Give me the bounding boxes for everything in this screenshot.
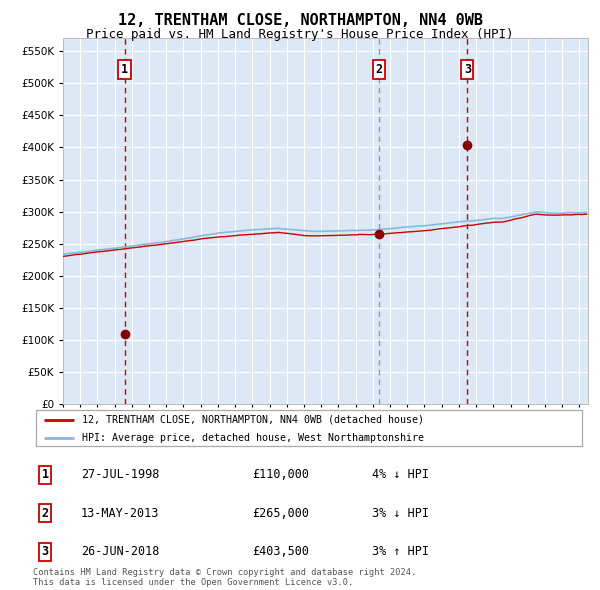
Text: 12, TRENTHAM CLOSE, NORTHAMPTON, NN4 0WB (detached house): 12, TRENTHAM CLOSE, NORTHAMPTON, NN4 0WB… (82, 415, 424, 425)
FancyBboxPatch shape (36, 410, 582, 447)
Text: HPI: Average price, detached house, West Northamptonshire: HPI: Average price, detached house, West… (82, 433, 424, 443)
Text: 1: 1 (41, 468, 49, 481)
Text: 27-JUL-1998: 27-JUL-1998 (81, 468, 160, 481)
Text: 3: 3 (41, 545, 49, 558)
Text: 13-MAY-2013: 13-MAY-2013 (81, 507, 160, 520)
Text: £265,000: £265,000 (252, 507, 309, 520)
Text: 2: 2 (41, 507, 49, 520)
Text: £110,000: £110,000 (252, 468, 309, 481)
Text: 1: 1 (121, 63, 128, 76)
Text: 3% ↓ HPI: 3% ↓ HPI (372, 507, 429, 520)
Text: 3: 3 (464, 63, 471, 76)
Text: Price paid vs. HM Land Registry's House Price Index (HPI): Price paid vs. HM Land Registry's House … (86, 28, 514, 41)
Text: 12, TRENTHAM CLOSE, NORTHAMPTON, NN4 0WB: 12, TRENTHAM CLOSE, NORTHAMPTON, NN4 0WB (118, 13, 482, 28)
Text: 4% ↓ HPI: 4% ↓ HPI (372, 468, 429, 481)
Text: 3% ↑ HPI: 3% ↑ HPI (372, 545, 429, 558)
Text: Contains HM Land Registry data © Crown copyright and database right 2024.
This d: Contains HM Land Registry data © Crown c… (33, 568, 416, 587)
Text: 26-JUN-2018: 26-JUN-2018 (81, 545, 160, 558)
Text: 2: 2 (376, 63, 383, 76)
Text: £403,500: £403,500 (252, 545, 309, 558)
